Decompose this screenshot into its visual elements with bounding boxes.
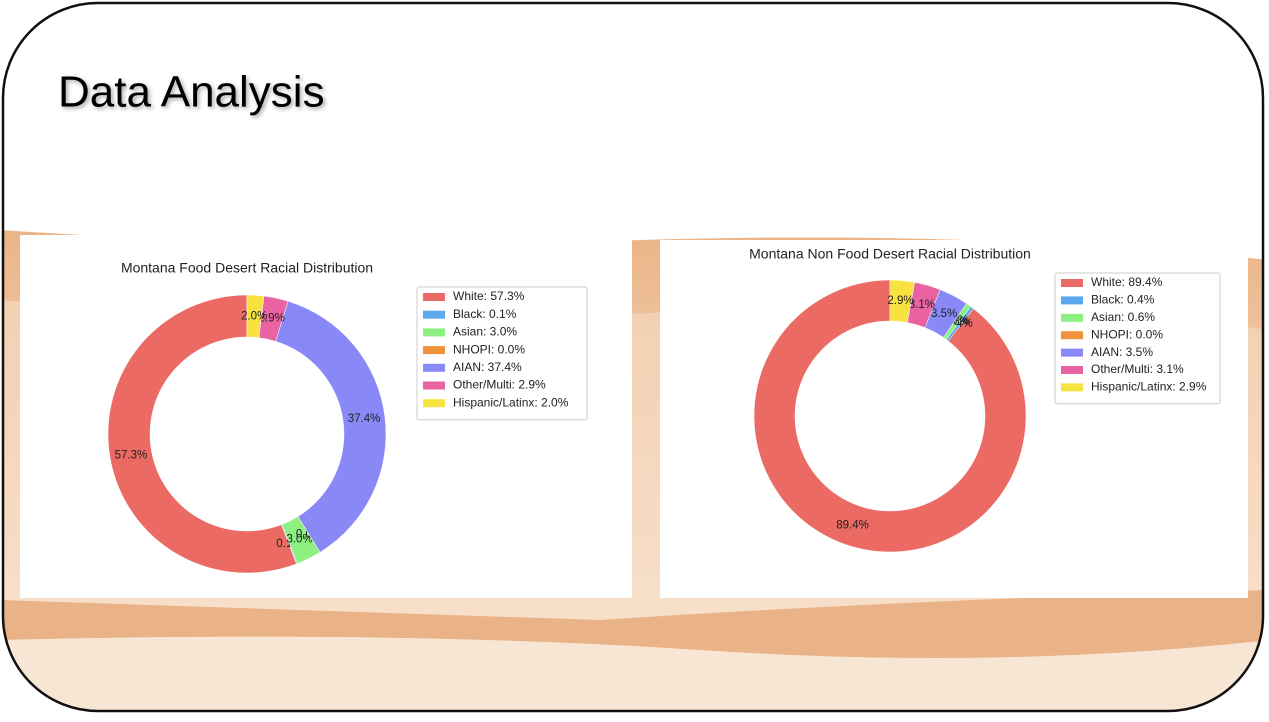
legend-swatch <box>423 310 445 319</box>
legend-label: NHOPI: 0.0% <box>453 342 525 356</box>
legend-label: NHOPI: 0.0% <box>1091 327 1163 341</box>
legend-swatch <box>423 328 445 337</box>
slice-label: 37.4% <box>348 413 381 425</box>
legend-label: White: 57.3% <box>453 289 525 303</box>
donut-slice <box>107 294 297 574</box>
legend-box <box>416 286 588 421</box>
legend-swatch <box>1061 313 1083 322</box>
donut-slice <box>889 279 915 323</box>
legend-label: White: 89.4% <box>1091 275 1163 289</box>
legend-label: Other/Multi: 2.9% <box>453 378 546 392</box>
slice-label: 3.0% <box>286 534 312 546</box>
slice-label: 2.0% <box>241 310 267 322</box>
legend-label: Asian: 0.6% <box>1091 310 1155 324</box>
legend-swatch <box>1061 366 1083 374</box>
legend-swatch <box>423 399 445 408</box>
legend-swatch <box>423 381 445 390</box>
donut-slice <box>246 294 265 339</box>
slice-label: 3.5% <box>931 308 957 320</box>
slice-label: 3.1% <box>909 299 935 311</box>
legend-swatch <box>1061 348 1083 357</box>
donut-slice <box>753 279 1027 553</box>
chart-title: Montana Non Food Desert Racial Distribut… <box>749 246 1031 262</box>
legend-box <box>1054 272 1221 405</box>
chart-title: Montana Food Desert Racial Distribution <box>121 260 373 276</box>
legend-swatch <box>423 346 445 355</box>
slice-label: 89.4% <box>836 519 869 531</box>
legend-label: Black: 0.4% <box>1091 293 1155 307</box>
slide-title: Data Analysis <box>58 68 325 117</box>
legend-label: Asian: 3.0% <box>453 325 517 339</box>
legend-swatch <box>1061 331 1083 340</box>
legend-label: Hispanic/Latinx: 2.0% <box>453 395 569 409</box>
legend-label: Hispanic/Latinx: 2.9% <box>1091 380 1207 394</box>
donut-slice <box>275 300 387 553</box>
legend-label: Black: 0.1% <box>453 307 517 321</box>
legend-label: AIAN: 37.4% <box>453 360 522 374</box>
legend-swatch <box>1061 383 1083 392</box>
slice-label: 2.9% <box>887 295 913 307</box>
legend-swatch <box>423 293 445 301</box>
legend-swatch <box>423 363 445 372</box>
slice-label: 2.9% <box>259 313 285 325</box>
legend-label: AIAN: 3.5% <box>1091 345 1153 359</box>
slice-label: 57.3% <box>115 449 148 461</box>
legend-swatch <box>1061 296 1083 305</box>
legend-swatch <box>1061 279 1083 287</box>
legend-label: Other/Multi: 3.1% <box>1091 362 1184 376</box>
